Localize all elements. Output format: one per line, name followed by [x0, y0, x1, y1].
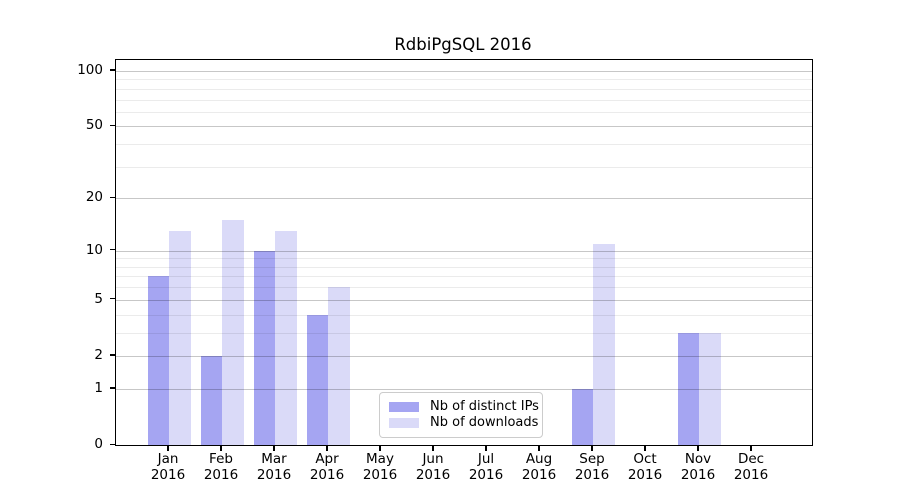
x-tick-mark — [220, 446, 222, 451]
bar-distinct-ips-sep — [571, 388, 593, 445]
gridline-minor — [116, 332, 812, 334]
x-tick-label-feb: Feb 2016 — [203, 451, 239, 483]
bar-downloads-feb — [222, 220, 244, 445]
bar-distinct-ips-jan — [147, 276, 169, 445]
gridline-major — [116, 250, 812, 252]
bar-distinct-ips-nov — [677, 332, 699, 445]
grid-layer — [116, 60, 812, 445]
gridline-minor — [116, 258, 812, 260]
gridline-minor — [116, 144, 812, 146]
x-tick-label-oct: Oct 2016 — [627, 451, 663, 483]
y-tick-label: 5 — [94, 290, 103, 307]
gridline-minor — [116, 79, 812, 81]
y-tick-label: 1 — [94, 379, 103, 396]
x-tick-mark — [432, 446, 434, 451]
gridline-minor — [116, 266, 812, 268]
x-tick-mark — [538, 446, 540, 451]
y-tick-label: 50 — [85, 117, 103, 134]
gridline-major — [116, 355, 812, 357]
x-tick-mark — [379, 446, 381, 451]
x-tick-label-sep: Sep 2016 — [574, 451, 610, 483]
gridline-major — [116, 126, 812, 128]
y-tick-mark — [110, 69, 115, 71]
gridline-minor — [116, 99, 812, 101]
bar-distinct-ips-mar — [253, 250, 275, 445]
gridline-minor — [116, 276, 812, 278]
gridline-major — [116, 198, 812, 200]
bar-downloads-nov — [699, 332, 721, 445]
x-tick-mark — [485, 446, 487, 451]
y-tick-label: 20 — [85, 189, 103, 206]
x-tick-mark — [644, 446, 646, 451]
legend-swatch-distinct-ips — [389, 402, 419, 412]
y-tick-label: 2 — [94, 346, 103, 363]
legend-label-downloads: Nb of downloads — [430, 415, 539, 430]
gridline-major — [116, 70, 812, 72]
bar-distinct-ips-feb — [200, 355, 222, 445]
legend: Nb of distinct IPs Nb of downloads — [379, 392, 543, 438]
y-tick-mark — [110, 387, 115, 389]
x-tick-label-may: May 2016 — [362, 451, 398, 483]
legend-row-distinct-ips: Nb of distinct IPs — [389, 399, 539, 415]
plot-area — [115, 59, 813, 446]
x-tick-label-jan: Jan 2016 — [150, 451, 186, 483]
y-tick-label: 100 — [77, 61, 103, 78]
x-tick-mark — [167, 446, 169, 451]
legend-row-downloads: Nb of downloads — [389, 415, 538, 431]
x-tick-mark — [697, 446, 699, 451]
x-tick-label-jun: Jun 2016 — [415, 451, 451, 483]
y-tick-label: 10 — [85, 241, 103, 258]
x-tick-label-aug: Aug 2016 — [521, 451, 557, 483]
x-tick-mark — [750, 446, 752, 451]
x-tick-mark — [591, 446, 593, 451]
x-tick-mark — [326, 446, 328, 451]
y-tick-mark — [110, 443, 115, 445]
y-tick-label: 0 — [94, 436, 103, 452]
y-tick-mark — [110, 354, 115, 356]
gridline-major — [116, 388, 812, 390]
bar-downloads-mar — [275, 231, 297, 445]
y-tick-mark — [110, 124, 115, 127]
bars-layer — [116, 60, 812, 445]
gridline-major — [116, 299, 812, 301]
y-tick-mark — [110, 249, 115, 251]
bar-downloads-apr — [328, 287, 350, 445]
chart-title: RdbiPgSQL 2016 — [394, 35, 532, 54]
bar-downloads-jan — [169, 231, 191, 445]
y-tick-mark — [110, 298, 115, 300]
x-tick-label-jul: Jul 2016 — [468, 451, 504, 483]
y-tick-mark — [110, 196, 115, 198]
x-tick-label-dec: Dec 2016 — [733, 451, 769, 483]
gridline-minor — [116, 166, 812, 168]
bar-downloads-sep — [593, 243, 615, 445]
legend-swatch-downloads — [389, 418, 419, 428]
gridline-minor — [116, 287, 812, 289]
gridline-minor — [116, 88, 812, 90]
x-tick-label-apr: Apr 2016 — [309, 451, 345, 483]
x-tick-label-mar: Mar 2016 — [256, 451, 292, 483]
gridline-minor — [116, 314, 812, 316]
x-tick-label-nov: Nov 2016 — [680, 451, 716, 483]
x-tick-mark — [273, 446, 275, 451]
gridline-minor — [116, 111, 812, 113]
legend-label-distinct-ips: Nb of distinct IPs — [430, 399, 539, 414]
bar-distinct-ips-apr — [306, 314, 328, 445]
